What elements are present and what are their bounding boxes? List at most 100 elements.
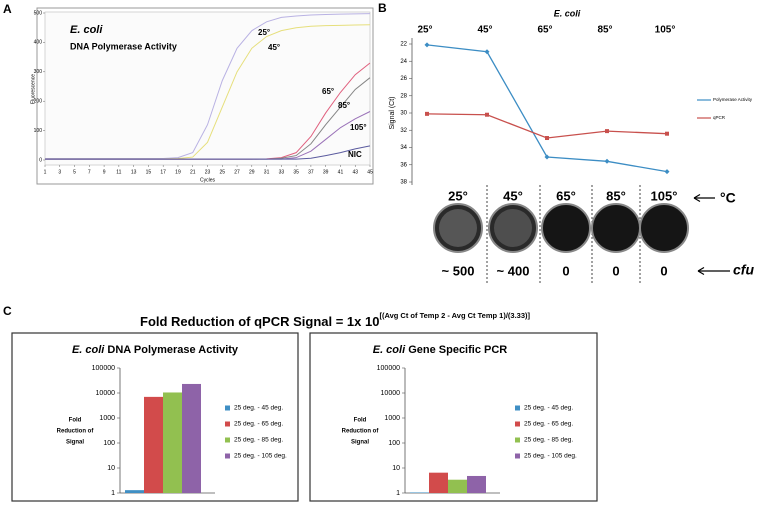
- legend-label: 25 deg. - 45 deg.: [524, 405, 573, 412]
- arrow-head: [697, 266, 705, 276]
- x-tick-label: 27: [234, 169, 240, 175]
- y-tick-label: 1000: [384, 415, 400, 422]
- curve-label: 85°: [338, 101, 350, 110]
- panel-label: C: [3, 304, 12, 318]
- series-line: [426, 113, 668, 139]
- x-tick-label: 25°: [417, 25, 432, 36]
- curve-label: 65°: [322, 87, 334, 96]
- legend-label: 25 deg. - 45 deg.: [234, 405, 283, 412]
- plate-temperature: 105°: [651, 188, 678, 203]
- point: [544, 154, 550, 160]
- colonies: [439, 209, 477, 247]
- x-tick-label: 39: [323, 169, 329, 175]
- bar: [163, 392, 182, 493]
- x-tick-label: 45°: [477, 25, 492, 36]
- chart-frame: [309, 332, 598, 502]
- point: [664, 169, 670, 175]
- legend-swatch: [225, 453, 230, 459]
- x-tick-label: 1: [44, 169, 47, 175]
- arrow-head: [693, 193, 701, 203]
- y-tick-label: 100000: [92, 365, 115, 372]
- panel-label: A: [3, 2, 12, 16]
- y-tick-label: 100: [103, 440, 115, 447]
- y-tick-label: 1: [396, 490, 400, 497]
- y-axis-label: Reduction of: [342, 429, 380, 435]
- legend-swatch: [225, 421, 230, 427]
- legend-swatch: [225, 405, 230, 411]
- y-tick-label: 34: [400, 145, 407, 151]
- bar: [448, 479, 467, 493]
- y-axis-label: Signal: [66, 440, 84, 446]
- bar: [125, 490, 144, 493]
- point: [665, 131, 669, 136]
- y-tick-label: 36: [400, 162, 407, 168]
- series-line: [426, 44, 668, 173]
- y-tick-label: 24: [400, 59, 407, 65]
- y-tick-label: 300: [34, 69, 43, 75]
- curve-label: 45°: [268, 43, 280, 52]
- cfu-count: 0: [612, 263, 619, 278]
- x-tick-label: 23: [205, 169, 211, 175]
- y-tick-label: 38: [400, 180, 407, 186]
- x-tick-label: 37: [308, 169, 314, 175]
- colonies: [494, 209, 532, 247]
- cfu-count: ~ 500: [442, 263, 475, 278]
- plates: °C cfu: [425, 185, 754, 283]
- y-tick-label: 28: [400, 93, 407, 99]
- x-tick-label: 13: [131, 169, 137, 175]
- cfu-count: 0: [660, 263, 667, 278]
- x-tick-label: 9: [103, 169, 106, 175]
- x-tick-label: 5: [73, 169, 76, 175]
- y-axis-label: Signal (Ct): [389, 96, 396, 129]
- x-tick-label: 7: [88, 169, 91, 175]
- legend-label: 25 deg. - 85 deg.: [524, 437, 573, 444]
- y-axis-label: Fold: [69, 418, 82, 424]
- legend-swatch: [515, 437, 520, 443]
- plate-temperature: 85°: [606, 188, 626, 203]
- x-tick-label: 43: [352, 169, 358, 175]
- plate-temperature: 25°: [448, 188, 468, 203]
- y-tick-label: 1000: [99, 415, 115, 422]
- chart-title: E. coli: [554, 8, 581, 18]
- plate: [591, 203, 641, 253]
- x-tick-label: 25: [219, 169, 225, 175]
- point: [605, 129, 609, 134]
- chart-title: E. coli DNA Polymerase Activity: [72, 344, 239, 356]
- formula-text: Fold Reduction of qPCR Signal = 1x 10: [140, 314, 379, 329]
- annotation: DNA Polymerase Activity: [70, 41, 177, 51]
- x-tick-label: 33: [279, 169, 285, 175]
- point: [425, 111, 429, 116]
- curve-label: 25°: [258, 28, 270, 37]
- y-tick-label: 100: [34, 128, 43, 134]
- x-tick-label: 45: [367, 169, 373, 175]
- y-axis-label: Signal: [351, 440, 369, 446]
- cfu-count: ~ 400: [497, 263, 530, 278]
- x-tick-label: 19: [175, 169, 181, 175]
- y-tick-label: 10: [392, 465, 400, 472]
- x-tick-label: 21: [190, 169, 196, 175]
- x-tick-label: 15: [146, 169, 152, 175]
- y-tick-label: 22: [400, 42, 407, 48]
- y-tick-label: 10000: [381, 390, 401, 397]
- y-tick-label: 1: [111, 490, 115, 497]
- x-tick-label: 11: [116, 169, 121, 175]
- y-axis-label: Reduction of: [57, 429, 95, 435]
- formula: Fold Reduction of qPCR Signal = 1x 10[(A…: [140, 311, 531, 329]
- bar: [144, 396, 163, 493]
- legend-swatch: [515, 421, 520, 427]
- x-tick-label: 35: [293, 169, 299, 175]
- y-tick-label: 30: [400, 111, 407, 117]
- unit-label: °C: [720, 190, 736, 206]
- legend-label: 25 deg. - 105 deg.: [524, 453, 577, 460]
- y-tick-label: 10000: [96, 390, 116, 397]
- title-part: DNA Polymerase Activity: [107, 344, 239, 356]
- legend-label: 25 deg. - 105 deg.: [234, 453, 287, 460]
- y-tick-label: 26: [400, 76, 407, 82]
- point: [485, 112, 489, 117]
- point: [604, 158, 610, 164]
- bar: [467, 475, 486, 493]
- y-axis-label: Fluorescence: [30, 74, 36, 104]
- y-tick-label: 32: [400, 128, 407, 134]
- point: [545, 136, 549, 141]
- x-tick-label: 41: [338, 169, 344, 175]
